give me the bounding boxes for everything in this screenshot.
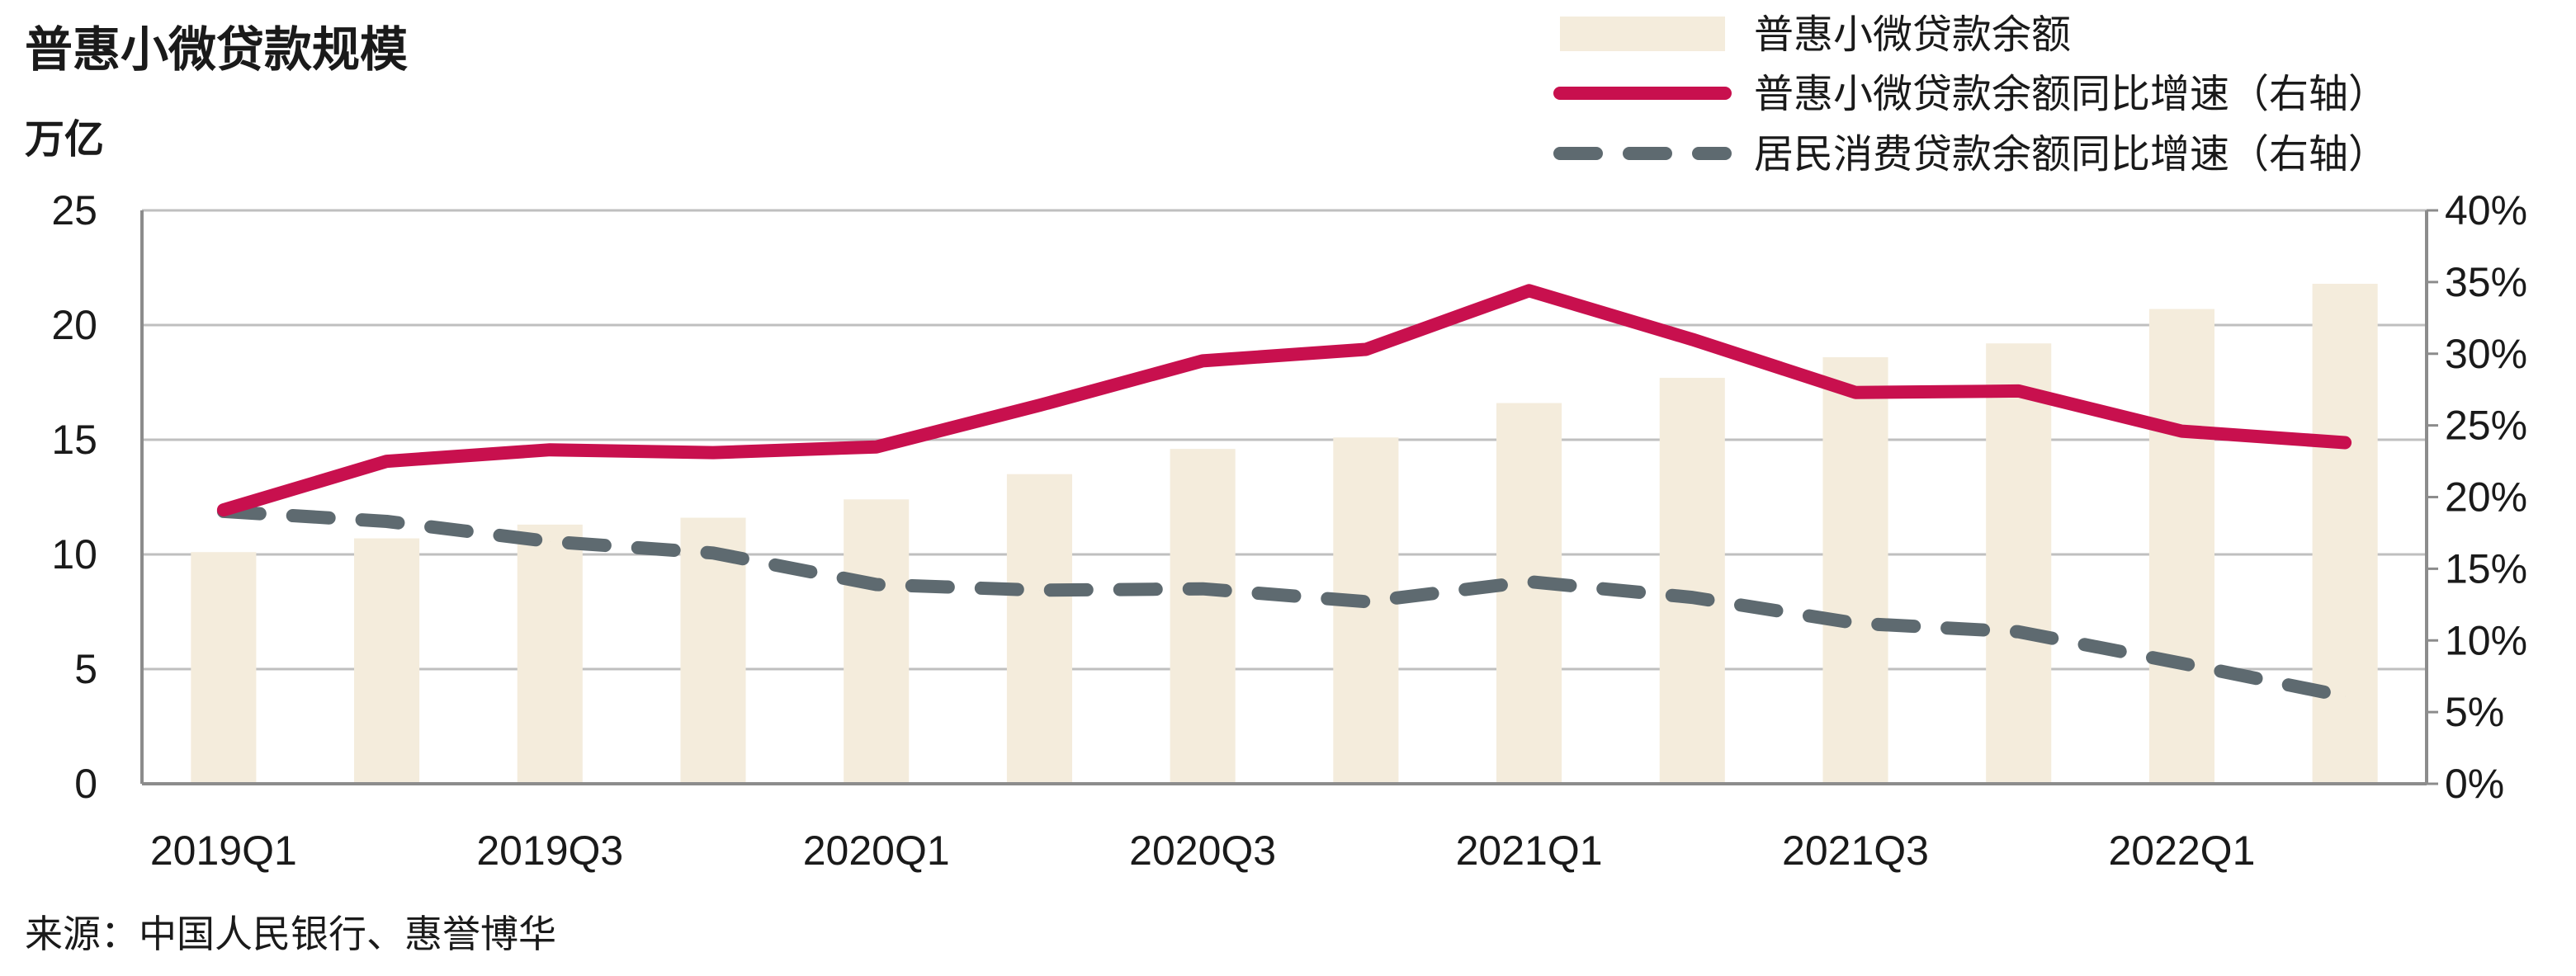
x-tick-label: 2020Q3 <box>1129 827 1276 874</box>
left-tick-label: 0 <box>74 761 97 807</box>
right-tick-label: 35% <box>2445 259 2527 305</box>
right-tick-label: 5% <box>2445 689 2504 735</box>
bar-2022Q2 <box>2312 283 2378 785</box>
right-tick-label: 10% <box>2445 617 2527 663</box>
bar-2019Q3 <box>517 524 583 784</box>
bar-2019Q2 <box>354 538 420 784</box>
bar-2021Q2 <box>1659 377 1725 784</box>
bar-2022Q1 <box>2148 309 2214 784</box>
bar-2019Q1 <box>191 552 257 784</box>
bar-2020Q2 <box>1006 474 1072 784</box>
left-y-ticks: 0 5 10 15 20 25 <box>51 187 97 807</box>
legend: 普惠小微贷款余额 普惠小微贷款余额同比增速（右轴） 居民消费贷款余额同比增速（右… <box>1553 12 2388 177</box>
left-tick-label: 10 <box>51 531 97 578</box>
legend-label-dashed-line: 居民消费贷款余额同比增速（右轴） <box>1754 131 2388 177</box>
left-tick-label: 25 <box>51 187 97 233</box>
right-y-ticks: 0% 5% 10% 15% 20% 25% 30% 35% 40% <box>2445 187 2527 807</box>
left-tick-label: 15 <box>51 417 97 463</box>
bar-2021Q1 <box>1496 403 1562 784</box>
legend-label-bar: 普惠小微贷款余额 <box>1754 12 2071 58</box>
line-consumer-loan-growth <box>216 504 2352 703</box>
source-note: 来源：中国人民银行、惠誉博华 <box>25 912 556 956</box>
right-tick-label: 40% <box>2445 187 2527 233</box>
bar-2020Q1 <box>844 499 910 784</box>
left-tick-label: 5 <box>74 646 97 692</box>
x-tick-label: 2022Q1 <box>2108 827 2255 874</box>
x-tick-label: 2020Q1 <box>803 827 950 874</box>
left-tick-label: 20 <box>51 302 97 348</box>
x-tick-label: 2021Q3 <box>1782 827 1929 874</box>
right-tick-label: 25% <box>2445 403 2527 449</box>
x-tick-label: 2021Q1 <box>1456 827 1603 874</box>
bar-2020Q4 <box>1333 437 1399 784</box>
chart-title: 普惠小微贷款规模 <box>25 21 408 78</box>
right-tick-label: 15% <box>2445 545 2527 592</box>
legend-label-solid-line: 普惠小微贷款余额同比增速（右轴） <box>1754 71 2388 117</box>
bar-2021Q3 <box>1822 356 1888 784</box>
bar-2021Q4 <box>1986 343 2052 784</box>
left-axis-unit: 万亿 <box>25 116 104 163</box>
x-tick-label: 2019Q1 <box>150 827 297 874</box>
right-tick-label: 30% <box>2445 331 2527 377</box>
axes <box>140 209 2438 785</box>
line-inclusive-loan-growth <box>216 284 2352 517</box>
bar-2020Q3 <box>1170 449 1236 784</box>
right-tick-label: 0% <box>2445 761 2504 807</box>
legend-swatch-bar <box>1560 17 1725 51</box>
line-series <box>216 284 2352 703</box>
x-tick-label: 2019Q3 <box>476 827 623 874</box>
right-tick-label: 20% <box>2445 474 2527 521</box>
x-ticks: 2019Q1 2019Q3 2020Q1 2020Q3 2021Q1 2021Q3 2022… <box>150 827 2256 874</box>
bar-series <box>191 283 2378 785</box>
